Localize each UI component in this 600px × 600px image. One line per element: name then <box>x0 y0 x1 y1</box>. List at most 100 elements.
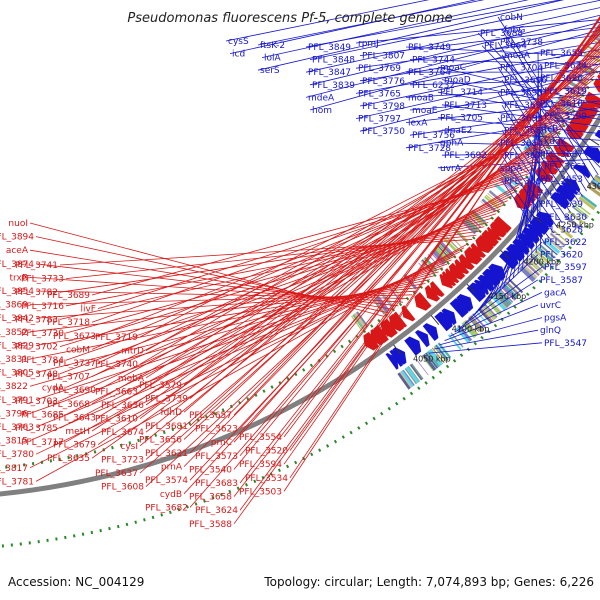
reverse-gene-label[interactable]: PFL_3730 <box>21 329 64 339</box>
reverse-gene-label[interactable]: PFL_3610 <box>95 415 138 425</box>
forward-gene-label[interactable]: uvrC <box>540 301 561 311</box>
reverse-gene-label[interactable]: PFL_3624 <box>195 506 238 516</box>
reverse-gene-label[interactable]: trxB <box>10 273 29 283</box>
reverse-gene-label[interactable]: PFL_3683 <box>195 479 238 489</box>
reverse-gene-label[interactable]: PFL_3703 <box>15 397 58 407</box>
forward-gene-label[interactable]: hom <box>312 106 332 116</box>
forward-gene-label[interactable]: PFL_3597 <box>544 263 587 273</box>
forward-gene-label[interactable]: PFL_3630 <box>544 213 587 223</box>
reverse-gene-label[interactable]: PFL_3673 <box>53 332 96 342</box>
reverse-gene-label[interactable]: mtrD <box>121 347 144 357</box>
reverse-gene-label[interactable]: cydA <box>42 383 65 393</box>
forward-gene-label[interactable]: cobN <box>500 13 523 23</box>
reverse-gene-label[interactable]: PFL_3817 <box>0 464 28 474</box>
reverse-gene-label[interactable]: PFL_3785 <box>15 424 58 434</box>
reverse-gene-label[interactable]: PFL_3663 <box>95 387 138 397</box>
forward-gene-label[interactable]: PFL_3848 <box>312 56 355 66</box>
forward-gene-label[interactable]: PFL_3797 <box>358 115 401 125</box>
forward-gene-label[interactable]: PFL_3622 <box>544 238 587 248</box>
reverse-gene-label[interactable]: PFL_3679 <box>53 441 96 451</box>
forward-gene-label[interactable]: uvrA <box>440 164 462 174</box>
reverse-gene-label[interactable]: PFL_3739 <box>145 395 188 405</box>
reverse-gene-label[interactable]: PFL_3815 <box>0 437 28 447</box>
forward-gene-label[interactable]: PFL_3628 <box>540 225 583 235</box>
reverse-gene-label[interactable]: PFL_3733 <box>21 275 64 285</box>
forward-gene-label[interactable]: PFL_3634 <box>544 62 587 72</box>
forward-gene-label[interactable]: gacA <box>544 288 567 298</box>
reverse-gene-label[interactable]: PFL_3780 <box>0 450 34 460</box>
forward-gene-label[interactable]: PFL_3655 <box>540 49 583 59</box>
forward-gene-label[interactable]: PFL_3839 <box>312 81 355 91</box>
reverse-gene-label[interactable]: PFL_3854 <box>0 287 34 297</box>
reverse-gene-label[interactable]: PFL_3723 <box>101 455 144 465</box>
reverse-gene-label[interactable]: PFL_3588 <box>189 520 232 530</box>
forward-gene-label[interactable]: PFL_6232 <box>412 81 455 91</box>
forward-gene-label[interactable]: PFL_3688 <box>480 29 523 39</box>
reverse-gene-label[interactable]: PFL_3781 <box>0 477 34 487</box>
reverse-gene-label[interactable]: PFL_3643 <box>53 413 96 423</box>
reverse-gene-label[interactable]: PFL_3783 <box>15 315 58 325</box>
reverse-gene-label[interactable]: PFL_3796 <box>0 409 28 419</box>
forward-gene-label[interactable]: fabG <box>504 26 525 36</box>
forward-gene-label[interactable]: PFL_3807 <box>362 52 405 62</box>
forward-gene-label[interactable]: ftsK-2 <box>260 41 285 51</box>
reverse-gene-label[interactable]: PFL_3791 <box>0 396 34 406</box>
forward-gene-label[interactable]: lexA <box>408 119 428 129</box>
forward-gene-label[interactable]: PFL_3749 <box>408 43 451 53</box>
forward-gene-label[interactable]: PFL_3847 <box>308 68 351 78</box>
reverse-gene-label[interactable]: PFL_3637 <box>95 469 138 479</box>
reverse-gene-label[interactable]: PFL_3831 <box>0 355 28 365</box>
reverse-gene-label[interactable]: PFL_3842 <box>0 314 34 324</box>
reverse-gene-label[interactable]: PFL_3717 <box>21 438 64 448</box>
forward-gene-label[interactable]: PFL_3738 <box>500 38 543 48</box>
forward-gene-label[interactable]: PFL_3764 <box>408 68 451 78</box>
forward-gene-label[interactable]: PFL_3713 <box>444 101 487 111</box>
forward-gene-label[interactable]: PFL_3704 <box>500 63 543 73</box>
reverse-gene-label[interactable]: PFL_3829 <box>0 341 34 351</box>
reverse-gene-label[interactable]: mobA <box>118 374 145 384</box>
forward-gene-label[interactable]: rtcB <box>540 125 558 135</box>
reverse-gene-label[interactable]: PFL_3782 <box>15 288 58 298</box>
reverse-gene-label[interactable]: metH <box>65 427 90 437</box>
forward-gene-label[interactable]: rpmJ <box>358 39 379 49</box>
forward-gene-label[interactable]: PFL_3671 <box>504 152 547 162</box>
forward-gene-label[interactable]: PFL_3653 <box>540 175 583 185</box>
forward-gene-label[interactable]: cysS <box>228 37 249 47</box>
forward-gene-label[interactable]: PFL_3692 <box>444 151 487 161</box>
reverse-gene-label[interactable]: PFL_3554 <box>239 433 282 443</box>
reverse-gene-label[interactable]: PFL_3534 <box>245 474 288 484</box>
reverse-gene-label[interactable]: PFL_3741 <box>15 261 58 271</box>
reverse-gene-label[interactable]: PFL_3668 <box>47 400 90 410</box>
reverse-gene-label[interactable]: fdhD <box>160 408 182 418</box>
forward-gene-label[interactable]: PFL_3661 <box>544 162 587 172</box>
forward-gene-label[interactable]: PFL_3765 <box>358 89 401 99</box>
forward-gene-label[interactable]: kdgK <box>544 137 568 147</box>
reverse-gene-label[interactable]: PFL_3852 <box>0 328 28 338</box>
forward-gene-label[interactable]: acaB-12 <box>544 188 581 198</box>
forward-gene-label[interactable]: PFL_3620 <box>540 251 583 261</box>
reverse-gene-label[interactable]: PFL_3540 <box>189 465 232 475</box>
reverse-gene-label[interactable]: PFL_3658 <box>189 493 232 503</box>
reverse-gene-label[interactable]: PFL_3682 <box>145 503 188 513</box>
reverse-gene-label[interactable]: PFL_3740 <box>95 360 138 370</box>
forward-gene-label[interactable]: PFL_3756 <box>412 131 455 141</box>
forward-gene-label[interactable]: PFL_3599 <box>544 112 587 122</box>
forward-gene-label[interactable]: dnaE2 <box>444 126 472 136</box>
forward-gene-label[interactable]: moaC <box>440 63 466 73</box>
forward-gene-label[interactable]: PFL_3714 <box>440 88 483 98</box>
reverse-gene-label[interactable]: PFL_3689 <box>47 291 90 301</box>
reverse-gene-label[interactable]: PFL_3520 <box>245 447 288 457</box>
reverse-gene-label[interactable]: PFL_3574 <box>145 476 188 486</box>
reverse-gene-label[interactable]: PFL_3656 <box>139 435 182 445</box>
reverse-gene-label[interactable]: PFL_3623 <box>195 425 238 435</box>
forward-gene-label[interactable]: pgsA <box>544 314 567 324</box>
reverse-gene-label[interactable]: PFL_3608 <box>101 483 144 493</box>
reverse-gene-label[interactable]: cobM <box>66 345 90 355</box>
forward-gene-label[interactable]: moaE <box>412 106 438 116</box>
reverse-gene-label[interactable]: PFL_3784 <box>21 356 64 366</box>
forward-gene-label[interactable]: glnQ <box>540 326 561 336</box>
forward-gene-label[interactable]: PFL_3687 <box>540 150 583 160</box>
forward-gene-label[interactable]: PFL_3798 <box>362 102 405 112</box>
forward-gene-label[interactable]: PFL_3695 <box>500 89 543 99</box>
forward-gene-label[interactable]: serS <box>260 66 280 76</box>
